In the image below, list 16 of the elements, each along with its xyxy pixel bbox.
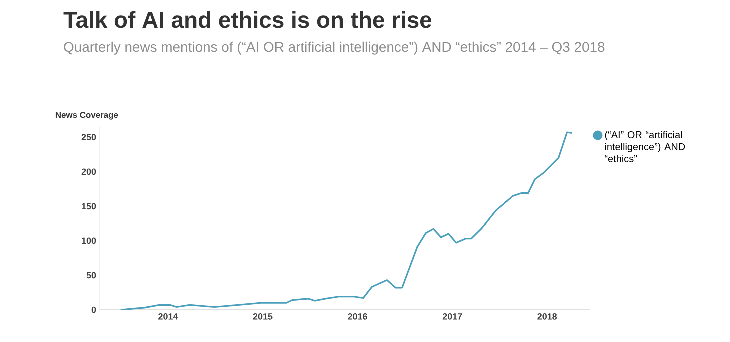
- line-series: [120, 132, 573, 310]
- y-tick-label: 0: [92, 306, 96, 314]
- x-tick-label: 2014: [158, 314, 178, 320]
- x-tick-label: 2018: [538, 314, 558, 320]
- x-tick-label: 2015: [253, 314, 273, 320]
- y-axis-title: News Coverage: [56, 112, 118, 120]
- y-tick-label: 100: [82, 238, 96, 244]
- legend-label: (“AI” OR “artificial intelligence”) AND “ethics”: [605, 131, 686, 162]
- y-tick-label: 200: [82, 168, 96, 176]
- y-tick-label: 250: [82, 134, 96, 141]
- x-tick-label: 2017: [442, 314, 462, 320]
- chart-title: Talk of AI and ethics is on the rise: [64, 11, 432, 28]
- y-tick-label: 50: [86, 272, 96, 279]
- y-tick-label: 150: [82, 203, 96, 210]
- chart-subtitle: Quarterly news mentions of (“AI OR artificial intelligence”) AND “ethics” 2014 – Q3 2018: [64, 42, 605, 55]
- x-tick-label: 2016: [348, 314, 368, 320]
